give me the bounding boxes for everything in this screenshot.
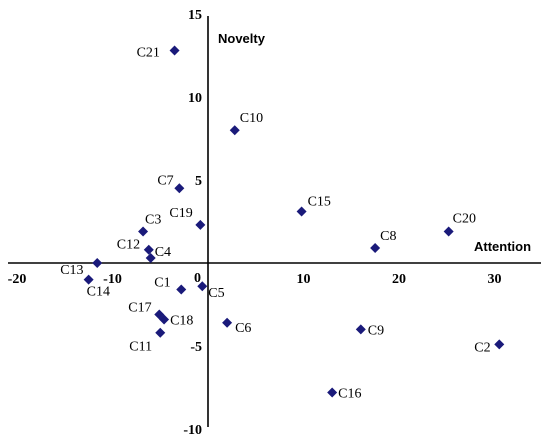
data-point-marker (159, 314, 170, 325)
data-point-label: C20 (453, 211, 476, 226)
data-point-marker (92, 258, 103, 268)
origin-tick-label: 0 (194, 271, 201, 286)
x-tick-label: 20 (392, 272, 406, 287)
y-axis-title: Novelty (218, 31, 266, 46)
data-point-marker (155, 327, 166, 338)
data-point-marker (145, 253, 156, 264)
data-point-label: C18 (170, 313, 193, 328)
x-tick-label: -10 (103, 272, 122, 287)
y-tick-label: -5 (190, 340, 202, 355)
data-point-marker (327, 387, 338, 398)
data-point-marker (143, 244, 154, 255)
data-point-marker (169, 45, 180, 56)
data-point-marker (355, 324, 366, 335)
data-point-label: C17 (128, 300, 151, 315)
data-point-label: C19 (169, 206, 192, 221)
data-point-label: C16 (338, 386, 361, 401)
y-tick-label: 15 (188, 8, 202, 23)
y-tick-label: 10 (188, 91, 202, 106)
data-point-label: C15 (308, 195, 331, 210)
y-tick-labels: -10 -5 5 10 15 (183, 8, 202, 438)
y-tick-label: 5 (195, 174, 202, 189)
data-point-marker (195, 219, 206, 230)
data-point-marker (174, 183, 185, 194)
data-point-label: C13 (60, 263, 83, 278)
data-point-label: C4 (155, 245, 171, 260)
data-point-label: C9 (368, 323, 384, 338)
data-point-label: C12 (117, 238, 140, 253)
data-point-label: C6 (235, 321, 251, 336)
data-point-label: C8 (380, 229, 396, 244)
data-point-marker (229, 125, 240, 136)
data-point-label: C5 (208, 286, 224, 301)
data-point-label: C3 (145, 212, 161, 227)
x-tick-labels: -20 -10 10 20 30 (8, 272, 502, 287)
x-axis-title: Attention (474, 239, 531, 254)
data-point-marker (370, 243, 381, 254)
data-point-label: C1 (154, 276, 170, 291)
data-point-label: C7 (157, 173, 173, 188)
y-tick-label: -10 (183, 423, 202, 438)
data-point-marker (138, 226, 149, 237)
x-tick-label: 30 (488, 272, 502, 287)
data-point-marker (176, 284, 187, 295)
data-point-label: C21 (137, 46, 160, 61)
data-point-marker (494, 339, 505, 350)
data-point-label: C11 (129, 340, 152, 355)
data-point-marker (83, 274, 94, 285)
x-tick-label: 10 (297, 272, 311, 287)
x-tick-label: -20 (8, 272, 27, 287)
data-point-marker (443, 226, 454, 237)
data-point-label: C14 (87, 285, 110, 300)
data-point-marker (222, 317, 233, 328)
data-point-marker (197, 281, 208, 292)
data-point-label: C2 (474, 340, 490, 355)
data-point-label: C10 (240, 111, 263, 126)
data-point-marker (296, 206, 307, 217)
